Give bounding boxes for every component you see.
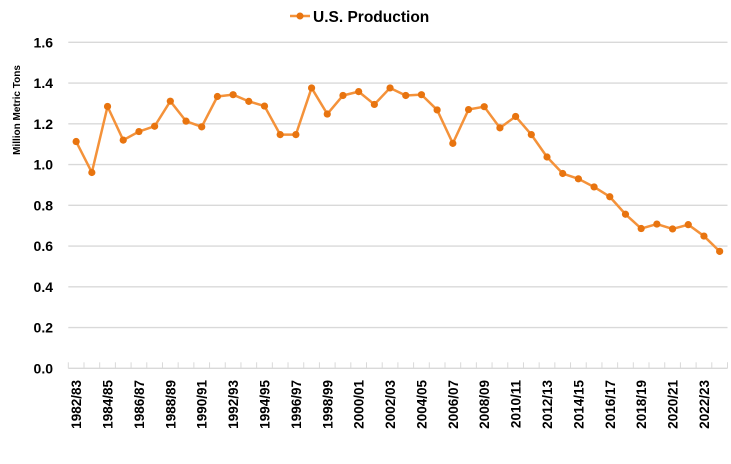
data-point	[182, 117, 190, 125]
y-tick-label: 1.6	[34, 34, 54, 50]
data-point	[119, 136, 127, 144]
x-tick-label: 1998/99	[320, 380, 335, 429]
data-point	[684, 221, 692, 229]
x-tick-labels: 1982/83 1984/85 1986/87 1988/89 1990/91 1992/…	[69, 380, 712, 429]
legend-point-marker	[296, 12, 304, 20]
x-axis	[67, 362, 728, 369]
y-tick-label: 0.0	[34, 360, 54, 376]
y-tick-label: 0.2	[34, 320, 54, 336]
series-line	[75, 86, 721, 253]
y-tick-label: 1.2	[34, 116, 54, 132]
x-tick-label: 1986/87	[132, 380, 147, 429]
x-tick-label: 2014/15	[571, 380, 586, 429]
data-point	[370, 100, 378, 109]
data-point	[355, 88, 363, 96]
x-tick-label: 1990/91	[195, 380, 210, 429]
data-point	[292, 130, 300, 139]
legend: U.S. Production	[290, 9, 429, 26]
data-point	[527, 130, 535, 139]
data-point	[135, 127, 143, 136]
x-tick-label: 2012/13	[540, 380, 555, 429]
data-point	[323, 110, 331, 118]
x-tick-label: 2018/19	[634, 380, 649, 429]
data-point	[72, 137, 80, 146]
data-point	[166, 97, 174, 105]
x-tick-label: 2008/09	[477, 380, 492, 429]
data-point	[621, 210, 630, 218]
x-tick-label: 1984/85	[101, 380, 116, 429]
series-us-production	[72, 84, 724, 255]
data-point	[496, 124, 504, 132]
data-point	[339, 91, 347, 100]
x-tick-label: 2020/21	[666, 380, 681, 429]
data-point	[700, 232, 708, 240]
data-point	[213, 92, 222, 101]
x-tick-label: 2022/23	[697, 380, 712, 429]
data-point	[276, 130, 284, 139]
data-point	[198, 123, 206, 131]
x-tick-label: 2010/11	[509, 380, 524, 429]
data-point	[417, 91, 426, 99]
y-tick-label: 0.8	[34, 197, 54, 213]
gridlines	[68, 41, 728, 329]
data-point	[716, 247, 724, 255]
x-tick-label: 2006/07	[446, 380, 461, 429]
data-point	[668, 225, 677, 233]
data-point	[245, 97, 253, 105]
x-tick-label: 1996/97	[289, 380, 304, 429]
y-axis-label: Million Metric Tons	[12, 65, 23, 155]
data-point	[229, 91, 237, 99]
data-point	[606, 193, 614, 201]
data-point	[637, 224, 645, 233]
legend-label: U.S. Production	[313, 9, 429, 26]
y-tick-label: 1.4	[34, 75, 54, 91]
data-point	[307, 84, 316, 92]
y-tick-label: 0.4	[34, 279, 54, 295]
x-tick-label: 2004/05	[414, 380, 429, 429]
data-point	[574, 175, 582, 183]
data-point	[151, 122, 159, 130]
data-point	[590, 183, 598, 191]
y-tick-label: 1.0	[34, 157, 54, 173]
x-tick-label: 1992/93	[226, 380, 241, 429]
x-tick-label: 1982/83	[69, 380, 84, 429]
x-tick-label: 1988/89	[163, 380, 178, 429]
x-tick-label: 2002/03	[383, 380, 398, 429]
data-point	[260, 102, 269, 110]
data-point	[543, 153, 551, 161]
data-point	[512, 112, 520, 121]
data-point	[402, 91, 410, 100]
data-point	[386, 84, 394, 92]
data-point	[103, 102, 112, 111]
data-point	[433, 106, 441, 114]
x-tick-label: 1994/95	[257, 380, 272, 429]
data-point	[88, 168, 96, 177]
data-point	[653, 220, 661, 228]
data-point	[480, 103, 488, 111]
data-point	[449, 139, 457, 147]
y-tick-labels: 0.0 0.2 0.4 0.6 0.8 1.0 1.2 1.4 1.6	[34, 34, 54, 376]
data-point	[464, 105, 473, 114]
x-tick-label: 2000/01	[352, 380, 367, 429]
y-tick-label: 0.6	[34, 238, 54, 254]
data-point	[559, 169, 567, 178]
x-tick-label: 2016/17	[603, 380, 618, 429]
